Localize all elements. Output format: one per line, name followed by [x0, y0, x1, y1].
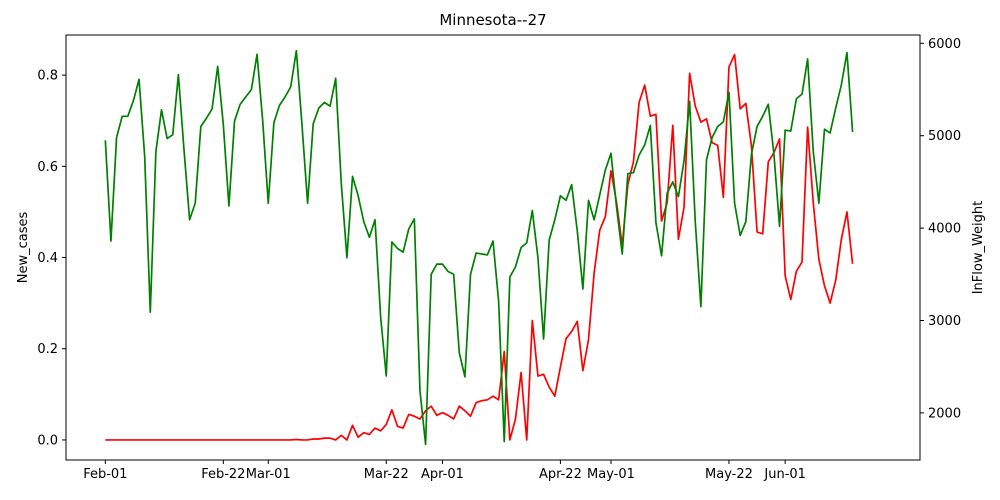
chart-title: Minnesota--27 [439, 11, 546, 29]
x-tick-label: Mar-01 [246, 467, 291, 482]
x-tick-label: Apr-01 [421, 467, 464, 482]
plot-frame [65, 34, 921, 461]
x-tick-label: Feb-01 [83, 467, 127, 482]
y2-axis-label: InFlow_Weight [971, 201, 986, 295]
x-tick-label: May-01 [587, 467, 635, 482]
y-tick-label: 0.4 [37, 251, 58, 266]
y-tick-label: 0.2 [37, 342, 58, 357]
y2-tick-label: 5000 [928, 129, 961, 144]
x-tick-label: Feb-22 [201, 467, 245, 482]
series-line-left-axis [105, 53, 854, 441]
x-tick-label: Apr-22 [539, 467, 582, 482]
y-tick-label: 0.8 [37, 69, 58, 84]
y2-tick-label: 2000 [928, 406, 961, 421]
x-tick-label: May-22 [705, 467, 753, 482]
plot-area [104, 49, 854, 446]
x-tick-label: Mar-22 [364, 467, 409, 482]
y2-tick-label: 6000 [928, 37, 961, 52]
y-tick-label: 0.6 [37, 160, 58, 175]
y-tick-label: 0.0 [37, 433, 58, 448]
series-line-right-axis [104, 49, 854, 446]
y-axis-label: New_cases [16, 212, 31, 284]
y2-tick-label: 4000 [928, 222, 961, 237]
x-tick-label: Jun-01 [763, 467, 806, 482]
axes: Feb-01 Feb-22 Mar-01 Mar-22 Apr-01 Apr-22 May-… [37, 37, 961, 482]
y2-tick-label: 3000 [928, 314, 961, 329]
